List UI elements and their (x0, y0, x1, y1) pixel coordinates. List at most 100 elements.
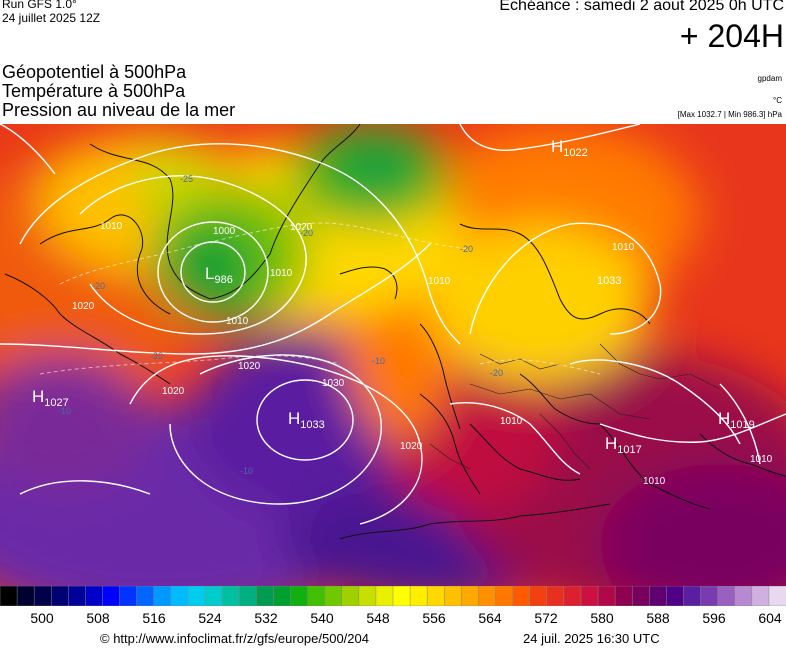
isobar-label: 1020 (290, 222, 313, 233)
color-scale-swatch (563, 586, 582, 606)
isobar-label: 1010 (500, 416, 523, 427)
color-scale-swatch (102, 586, 121, 606)
pressure-center: H1019 (718, 409, 755, 431)
color-scale-tick: 572 (534, 610, 558, 626)
color-scale-swatch (495, 586, 514, 606)
field-mslp: Pression au niveau de la mer (2, 100, 236, 120)
source-url[interactable]: © http://www.infoclimat.fr/z/gfs/europe/… (100, 631, 369, 646)
lead-time: + 204H (679, 18, 784, 54)
color-scale-tick: 604 (758, 610, 782, 626)
color-scale-swatch (529, 586, 548, 606)
color-scale-swatch (614, 586, 633, 606)
pressure-center: H1033 (288, 409, 325, 431)
color-scale-swatch (221, 586, 240, 606)
color-scale-swatch (580, 586, 599, 606)
isotherm-label: -20 (490, 368, 503, 378)
isobar-label: 1000 (213, 226, 236, 237)
isobars (0, 124, 786, 525)
borders (429, 343, 721, 470)
color-scale-swatch (33, 586, 53, 606)
color-scale-swatch (187, 586, 206, 606)
color-scale-swatch (461, 586, 480, 606)
pressure-center: H1022 (551, 137, 588, 159)
unit-geopotential: gpdam (757, 74, 782, 83)
isobar-label: 1010 (428, 276, 451, 287)
color-scale-swatch (290, 586, 309, 606)
isobar-label: 1010 (643, 476, 666, 487)
color-scale-swatch (392, 586, 411, 606)
color-scale-swatch (256, 586, 275, 606)
color-scale-swatch (51, 586, 70, 606)
color-scale-tick: 580 (590, 610, 614, 626)
color-scale-tick: 500 (30, 610, 54, 626)
forecast-valid-time: Echéance : samedi 2 aout 2025 0h UTC (499, 0, 784, 14)
color-scale-swatch (307, 586, 326, 606)
pressure-centers: L986 H1033 H1027 H1022 H1017 H1019 1033 (32, 137, 755, 456)
color-scale-tick: 556 (422, 610, 446, 626)
isobar-label: 1020 (238, 361, 261, 372)
isotherm-label: -20 (460, 244, 473, 254)
isobar-label: 1010 (270, 268, 293, 279)
isobar-labels: 1000 1010 1010 1010 1020 1020 1020 1020 1030 1020… (72, 221, 773, 487)
color-scale-tick: 508 (86, 610, 110, 626)
isobar-label: 1020 (400, 441, 423, 452)
color-scale-swatch (751, 586, 770, 606)
color-scale-swatch (546, 586, 565, 606)
isotherm-label: -25 (180, 174, 193, 184)
color-scale-swatch (666, 586, 685, 606)
color-scale-swatch (375, 586, 394, 606)
pressure-center: H1017 (605, 434, 642, 456)
color-scale-tick: 540 (310, 610, 334, 626)
run-title: Run GFS 1.0° (2, 0, 77, 11)
color-scale-swatch (153, 586, 172, 606)
pressure-center: L986 (205, 264, 233, 286)
isobar-label: 1010 (100, 221, 123, 232)
color-scale-swatch (409, 586, 428, 606)
isobar-label: 1010 (226, 316, 249, 327)
isobar-label: 1030 (322, 378, 345, 389)
unit-temperature: °C (773, 96, 782, 105)
color-scale-swatch (683, 586, 702, 606)
color-scale-swatch (597, 586, 616, 606)
isobar-label: 1010 (612, 242, 635, 253)
color-scale-swatch (426, 586, 446, 606)
color-scale-swatch (649, 586, 668, 606)
isobar-label: 1020 (162, 386, 185, 397)
coastlines (4, 124, 786, 540)
color-scale-swatch (204, 586, 223, 606)
pressure-center: 1033 (597, 275, 621, 287)
color-scale-tick: 596 (702, 610, 726, 626)
color-scale-swatch (358, 586, 377, 606)
color-scale-tick: 524 (198, 610, 222, 626)
color-scale-swatch (631, 586, 651, 606)
field-temperature: Température à 500hPa (2, 81, 186, 101)
isotherm-label: -20 (150, 351, 163, 361)
run-date: 24 juillet 2025 12Z (2, 11, 101, 25)
color-scale-swatch (700, 586, 719, 606)
color-scale-swatch (238, 586, 258, 606)
pressure-center: H1027 (32, 387, 69, 409)
color-scale-swatch (119, 586, 138, 606)
isobar-label: 1010 (750, 454, 773, 465)
isotherm-label: -10 (372, 356, 385, 366)
color-scale-swatch (768, 586, 786, 606)
color-scale-swatch (734, 586, 753, 606)
color-scale-swatch (170, 586, 189, 606)
color-scale-swatch (341, 586, 360, 606)
color-scale-swatch (273, 586, 292, 606)
color-scale-swatch (444, 586, 463, 606)
color-scale-swatch (478, 586, 497, 606)
color-scale-tick: 564 (478, 610, 502, 626)
pressure-extremes: [Max 1032.7 | Min 986.3] hPa (677, 110, 782, 119)
color-scale-swatch (512, 586, 531, 606)
temperature-labels: -25 -20 -20 -20 -20 -20 -10 -10 -10 (58, 174, 503, 476)
isotherms (39, 222, 601, 375)
isotherm-label: -10 (58, 406, 71, 416)
color-scale-swatch (68, 586, 87, 606)
color-scale-swatch (0, 586, 18, 606)
isotherm-label: -10 (240, 466, 253, 476)
generation-timestamp: 24 juil. 2025 16:30 UTC (523, 631, 660, 646)
color-scale-tick: 588 (646, 610, 670, 626)
color-scale-swatch (85, 586, 104, 606)
isotherm-label: -20 (300, 228, 313, 238)
